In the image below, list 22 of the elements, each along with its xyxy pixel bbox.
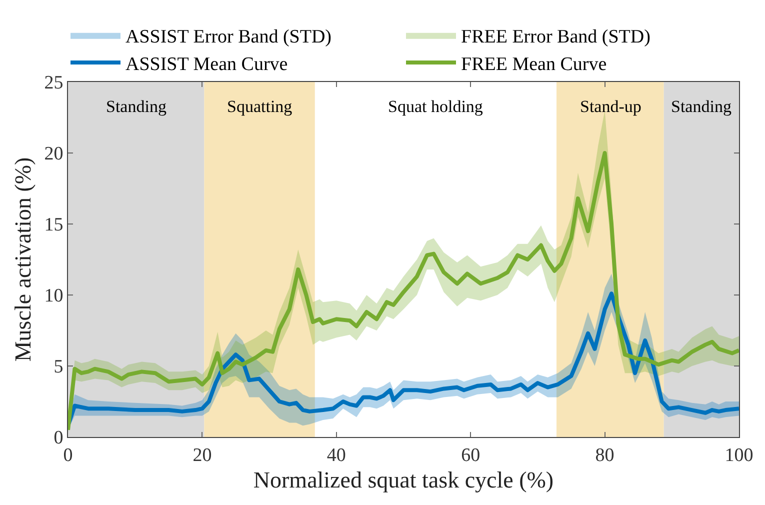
legend-label: FREE Error Band (STD) (461, 26, 650, 48)
legend-label: FREE Mean Curve (461, 54, 607, 75)
y-tick-label: 25 (44, 72, 64, 94)
x-tick-label: 80 (595, 444, 614, 466)
y-tick-label: 15 (44, 214, 64, 236)
y-tick-label: 5 (54, 356, 64, 378)
band-label: Stand-up (580, 97, 642, 116)
y-tick-label: 20 (44, 144, 64, 165)
band-label: Standing (671, 97, 732, 116)
band-label: Squatting (227, 97, 293, 116)
y-axis-title: Muscle activation (%) (10, 157, 36, 362)
band-label: Squat holding (388, 97, 484, 116)
y-tick-label: 0 (54, 428, 64, 449)
x-tick-label: 20 (192, 444, 212, 466)
x-tick-label: 60 (461, 444, 480, 466)
band-label: Standing (106, 97, 167, 116)
x-tick-label: 40 (326, 444, 346, 466)
x-axis-title: Normalized squat task cycle (%) (253, 467, 554, 492)
legend-label: ASSIST Error Band (STD) (126, 26, 332, 48)
x-tick-label: 100 (724, 444, 754, 466)
y-tick-label: 10 (44, 286, 64, 307)
legend-label: ASSIST Mean Curve (126, 54, 288, 75)
